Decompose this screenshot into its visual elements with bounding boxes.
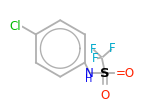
Text: =O: =O — [115, 67, 134, 80]
Text: F: F — [90, 43, 96, 56]
Text: H: H — [85, 74, 93, 84]
Text: N: N — [85, 67, 93, 80]
Text: F: F — [109, 42, 116, 55]
Text: O: O — [100, 89, 109, 102]
Text: Cl: Cl — [9, 20, 21, 33]
Text: F: F — [92, 52, 98, 65]
Text: S: S — [100, 67, 110, 80]
